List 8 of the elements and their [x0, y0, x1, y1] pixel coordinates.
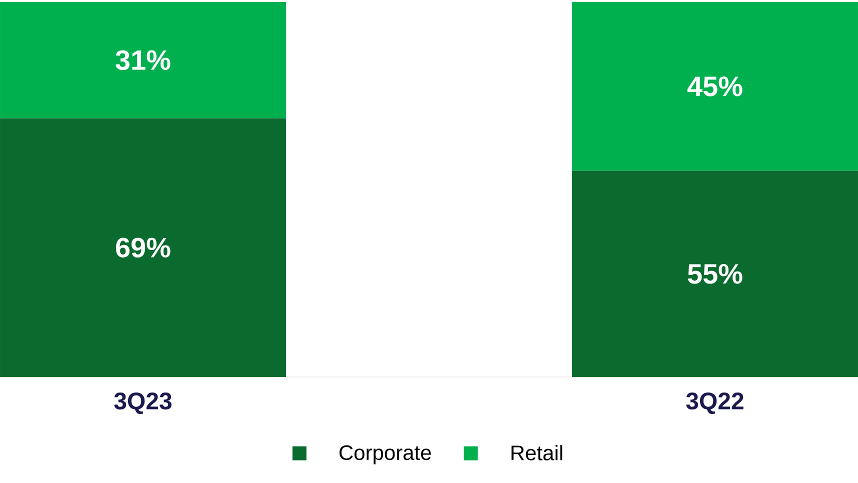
data-label: 55% [688, 264, 742, 284]
data-label: 45% [687, 76, 742, 96]
legend-label: Corporate [340, 445, 431, 464]
x-tick-label: 3Q23 [114, 392, 172, 414]
legend-label: Retail [512, 444, 562, 460]
x-tick-label: 3Q22 [686, 392, 744, 414]
data-label: 69% [116, 238, 170, 258]
data-label: 31% [116, 50, 170, 70]
